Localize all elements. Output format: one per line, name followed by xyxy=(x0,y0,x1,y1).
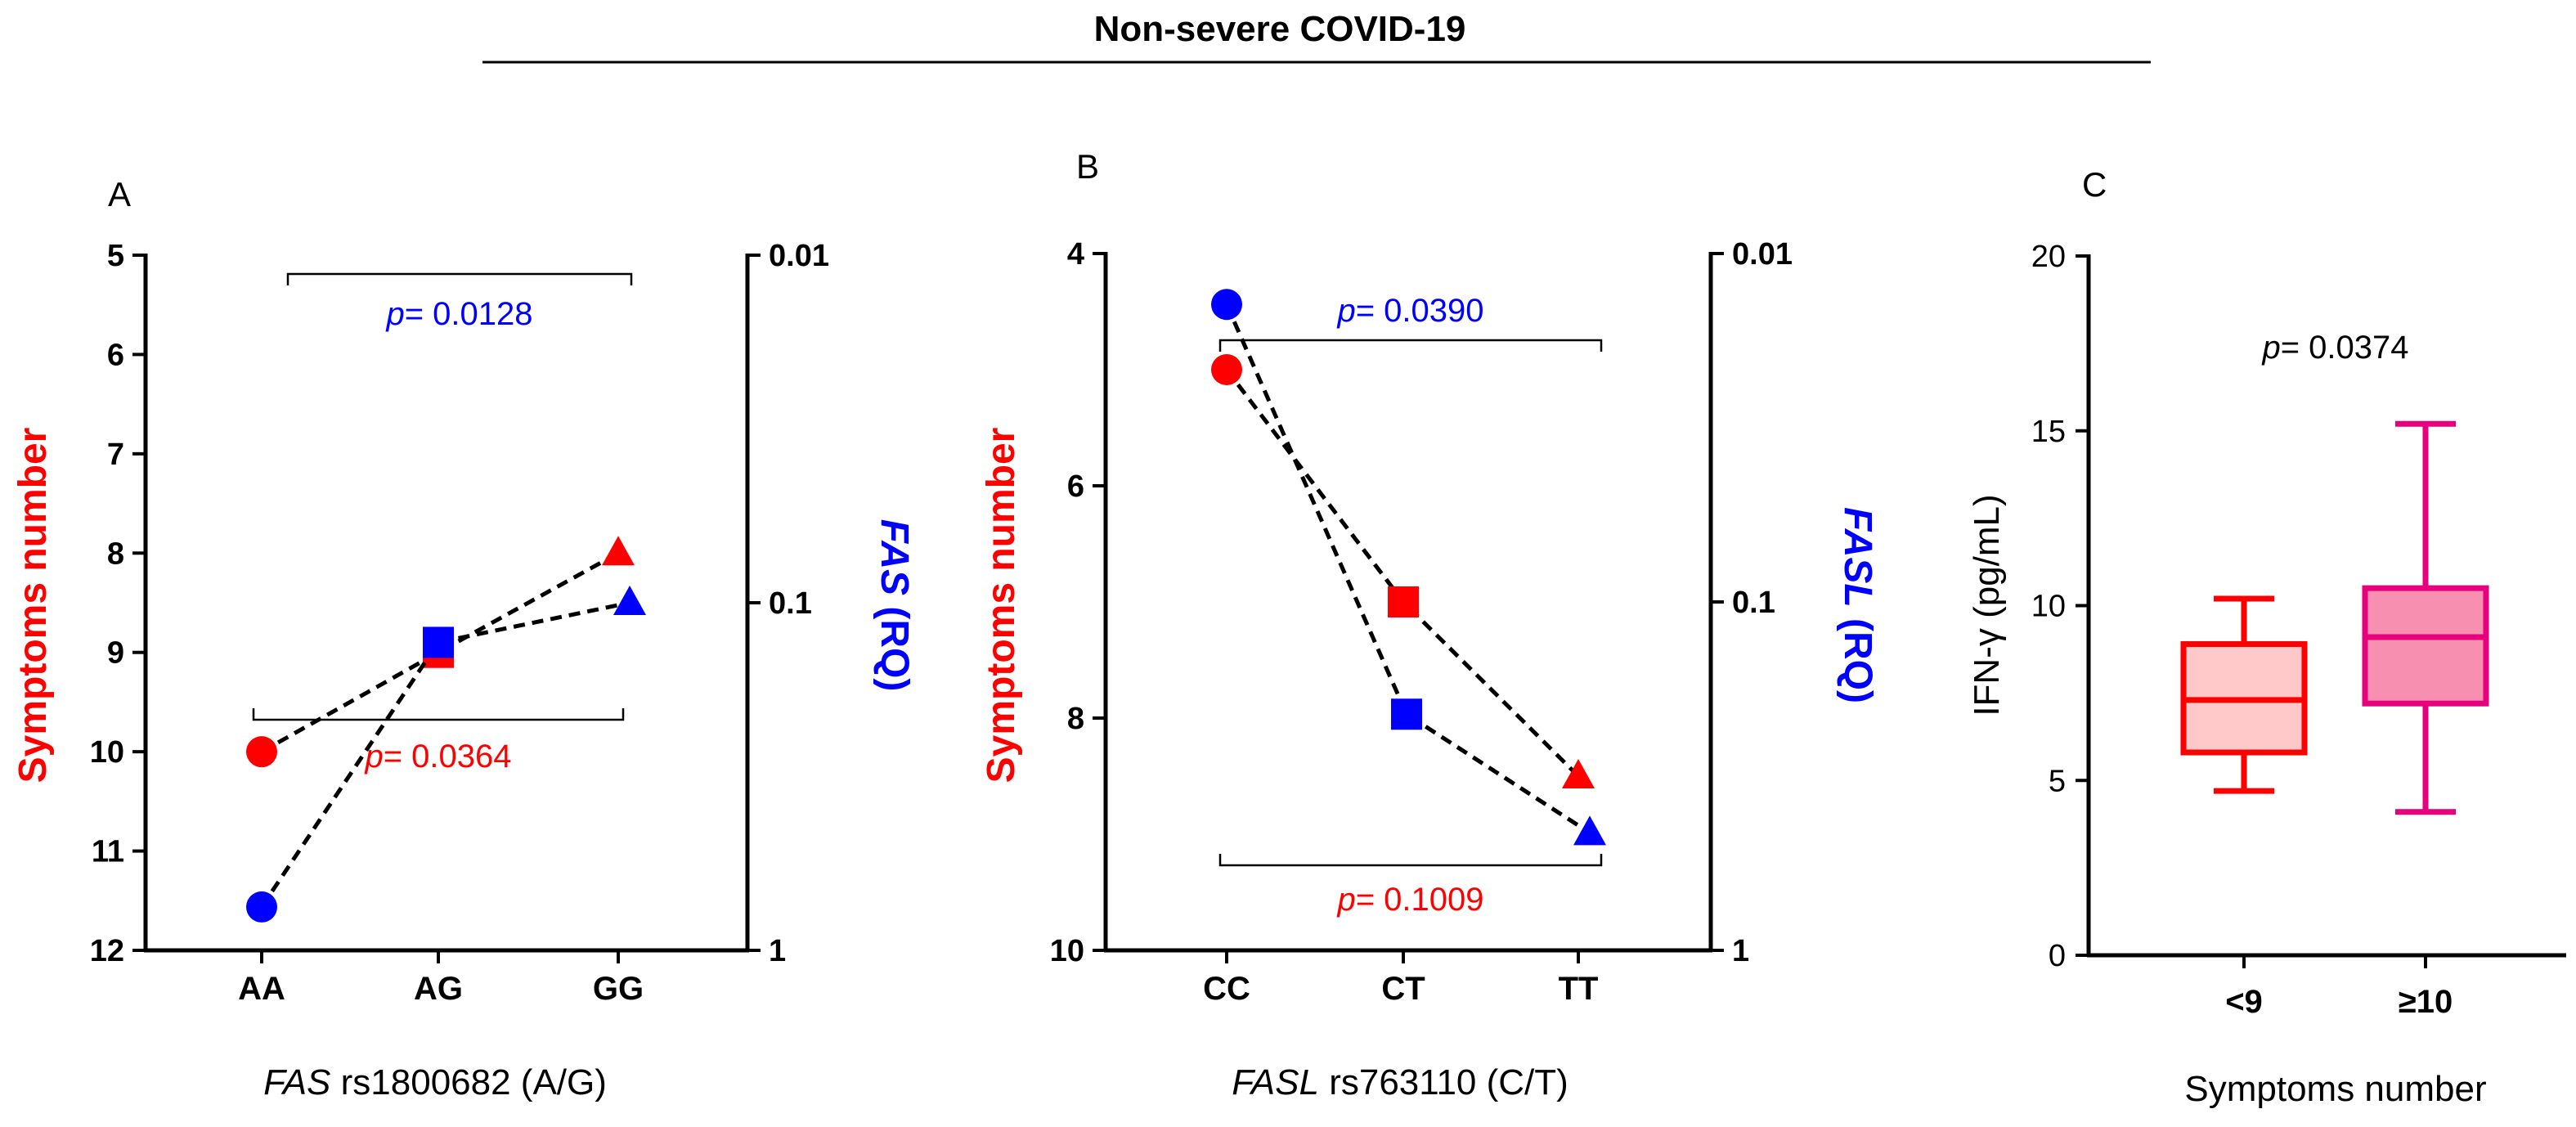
b-ytick-label: 6 xyxy=(1067,469,1084,504)
a-pvalue-bracket xyxy=(286,272,633,285)
panel-b-marks xyxy=(1211,289,1606,846)
b-xtick-label: CC xyxy=(1203,971,1250,1007)
a-ytick-label: 8 xyxy=(107,537,124,571)
panel-c-ytick-label: 0 xyxy=(2049,939,2066,973)
a-ytick-label: 9 xyxy=(107,636,124,671)
b-blue-marker xyxy=(1211,289,1242,321)
panel-c-xtick-label: ≥10 xyxy=(2399,984,2453,1020)
b-xtick-label: CT xyxy=(1381,971,1425,1007)
a-ytick-label: 7 xyxy=(107,438,124,472)
panel-b: B 4 6 8 10 0.01 0.1 1 CC CT TT p= 0.0390 p= 0.1009… xyxy=(980,147,1879,1102)
panel-a-y2label: FAS (RQ) xyxy=(873,519,916,692)
panel-a-y2label-rest: (RQ) xyxy=(873,595,916,691)
figure-title: Non-severe COVID-19 xyxy=(1094,9,1466,49)
b-series-line xyxy=(1224,303,1591,835)
b-red-marker xyxy=(1562,759,1595,788)
a-xtick-label: AA xyxy=(238,971,285,1007)
a-xtick-label: GG xyxy=(593,971,644,1007)
a-y2tick-label: 1 xyxy=(769,934,786,968)
panel-b-y2label-rest: (RQ) xyxy=(1836,608,1879,703)
panel-b-y2label: FASL (RQ) xyxy=(1836,507,1879,703)
panel-a-pvalues: p= 0.0128 p= 0.0364 xyxy=(252,272,633,775)
b-ytick-label: 8 xyxy=(1067,702,1084,736)
panel-a-xlabel-gene: FAS xyxy=(263,1062,330,1102)
a-pvalue-label: p= 0.0128 xyxy=(385,296,532,332)
b-y2tick-label: 0.01 xyxy=(1732,237,1793,272)
panel-c-ticks: 0 5 10 15 20 <9 ≥10 xyxy=(2031,240,2453,1020)
panel-c-ytick-label: 20 xyxy=(2031,240,2066,274)
b-red-marker xyxy=(1388,586,1419,617)
a-ytick-label: 6 xyxy=(107,338,124,372)
panel-b-xlabel: FASL rs763110 (C/T) xyxy=(1232,1062,1568,1102)
panel-a-axes xyxy=(143,254,750,953)
b-y2tick-label: 1 xyxy=(1732,934,1749,968)
panel-b-xlabel-rest: rs763110 (C/T) xyxy=(1319,1062,1568,1102)
b-y2tick-label: 0.1 xyxy=(1732,586,1775,620)
panel-c-ytick-label: 10 xyxy=(2031,590,2066,624)
a-ytick-label: 12 xyxy=(90,934,124,968)
panel-c-ylabel: IFN-γ (pg/mL) xyxy=(1967,494,2007,716)
panel-b-ylabel: Symptoms number xyxy=(980,428,1023,784)
b-ytick-label: 10 xyxy=(1050,934,1084,968)
b-pvalue-bracket xyxy=(1218,854,1603,867)
a-y2tick-label: 0.1 xyxy=(769,586,812,621)
panel-a-y2label-gene: FAS xyxy=(873,519,916,595)
panel-c-pvalue-label: p= 0.0374 xyxy=(2261,330,2408,366)
b-blue-marker xyxy=(1573,815,1606,846)
panel-b-ticks: 4 6 8 10 0.01 0.1 1 CC CT TT xyxy=(1050,237,1793,1007)
b-red-marker xyxy=(1211,354,1242,385)
panel-a-xlabel-rest: rs1800682 (A/G) xyxy=(330,1062,607,1102)
a-pvalue-bracket xyxy=(252,708,625,721)
b-pvalue-bracket xyxy=(1218,339,1603,352)
a-xtick-label: AG xyxy=(414,971,463,1007)
b-pvalue-label: p= 0.1009 xyxy=(1336,882,1483,918)
panel-c-pvalues: p= 0.0374 xyxy=(2261,330,2408,366)
a-y2tick-label: 0.01 xyxy=(769,239,829,273)
panel-c-xlabel: Symptoms number xyxy=(2184,1069,2486,1109)
panel-b-y2label-gene: FASL xyxy=(1836,507,1879,608)
b-xtick-label: TT xyxy=(1559,971,1599,1007)
a-ytick-label: 10 xyxy=(90,735,124,770)
panel-c-ytick-label: 15 xyxy=(2031,415,2066,449)
panel-b-xlabel-gene: FASL xyxy=(1232,1062,1319,1102)
panel-a-xlabel: FAS rs1800682 (A/G) xyxy=(263,1062,607,1102)
b-pvalue-label: p= 0.0390 xyxy=(1336,293,1483,329)
panel-a-ticks: 5 6 7 8 9 10 11 12 0.01 0.1 1 AA AG GG xyxy=(90,239,829,1007)
b-ytick-label: 4 xyxy=(1067,237,1084,272)
b-blue-marker xyxy=(1391,698,1422,730)
a-blue-marker xyxy=(246,891,277,923)
panel-b-pvalues: p= 0.0390 p= 0.1009 xyxy=(1218,293,1603,918)
panel-b-label: B xyxy=(1076,147,1099,186)
a-red-marker xyxy=(246,736,277,768)
panel-a-marks xyxy=(246,536,646,923)
a-series-line xyxy=(260,551,620,754)
panel-c-label: C xyxy=(2082,165,2107,204)
panel-a-ylabel: Symptoms number xyxy=(11,428,55,784)
panel-c-ytick-label: 5 xyxy=(2049,764,2066,798)
a-ytick-label: 11 xyxy=(92,835,124,869)
a-red-marker xyxy=(602,536,635,566)
a-pvalue-label: p= 0.0364 xyxy=(364,739,511,775)
a-ytick-label: 5 xyxy=(107,239,124,273)
a-blue-marker xyxy=(613,586,646,615)
a-blue-marker xyxy=(423,626,454,658)
panel-c-xtick-label: <9 xyxy=(2225,984,2263,1020)
panel-c-box xyxy=(2362,585,2489,707)
panel-a-label: A xyxy=(108,175,131,213)
panel-c-marks xyxy=(2180,420,2489,815)
